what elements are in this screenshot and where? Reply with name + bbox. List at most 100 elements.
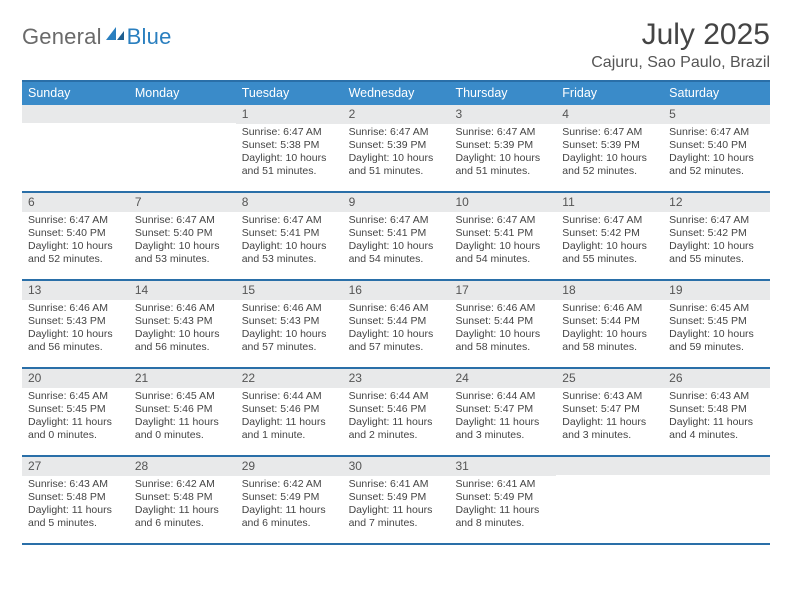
daylight-text: Daylight: 11 hours and 8 minutes. — [455, 504, 550, 530]
day-cell: 20Sunrise: 6:45 AMSunset: 5:45 PMDayligh… — [22, 369, 129, 455]
sunset-text: Sunset: 5:47 PM — [562, 403, 657, 416]
sunrise-text: Sunrise: 6:47 AM — [135, 214, 230, 227]
day-header: Sunday — [22, 82, 129, 105]
daylight-text: Daylight: 10 hours and 52 minutes. — [28, 240, 123, 266]
day-number: 8 — [236, 193, 343, 212]
sunrise-text: Sunrise: 6:46 AM — [135, 302, 230, 315]
day-number: 25 — [556, 369, 663, 388]
day-cell-body: Sunrise: 6:47 AMSunset: 5:42 PMDaylight:… — [556, 212, 663, 271]
day-header: Monday — [129, 82, 236, 105]
day-number — [556, 457, 663, 475]
sunset-text: Sunset: 5:46 PM — [135, 403, 230, 416]
sunset-text: Sunset: 5:43 PM — [242, 315, 337, 328]
sunset-text: Sunset: 5:46 PM — [349, 403, 444, 416]
week-row: 6Sunrise: 6:47 AMSunset: 5:40 PMDaylight… — [22, 193, 770, 281]
day-header: Tuesday — [236, 82, 343, 105]
sunrise-text: Sunrise: 6:44 AM — [349, 390, 444, 403]
day-cell-body: Sunrise: 6:47 AMSunset: 5:42 PMDaylight:… — [663, 212, 770, 271]
day-number: 4 — [556, 105, 663, 124]
day-header: Thursday — [449, 82, 556, 105]
day-cell-body: Sunrise: 6:47 AMSunset: 5:41 PMDaylight:… — [449, 212, 556, 271]
daylight-text: Daylight: 10 hours and 51 minutes. — [349, 152, 444, 178]
daylight-text: Daylight: 10 hours and 54 minutes. — [455, 240, 550, 266]
sunset-text: Sunset: 5:41 PM — [242, 227, 337, 240]
daylight-text: Daylight: 10 hours and 52 minutes. — [669, 152, 764, 178]
daylight-text: Daylight: 10 hours and 57 minutes. — [242, 328, 337, 354]
day-cell: 27Sunrise: 6:43 AMSunset: 5:48 PMDayligh… — [22, 457, 129, 543]
daylight-text: Daylight: 10 hours and 54 minutes. — [349, 240, 444, 266]
day-cell-body: Sunrise: 6:45 AMSunset: 5:45 PMDaylight:… — [22, 388, 129, 447]
day-number: 30 — [343, 457, 450, 476]
day-cell-body: Sunrise: 6:43 AMSunset: 5:47 PMDaylight:… — [556, 388, 663, 447]
sunrise-text: Sunrise: 6:43 AM — [28, 478, 123, 491]
day-number: 20 — [22, 369, 129, 388]
daylight-text: Daylight: 10 hours and 55 minutes. — [562, 240, 657, 266]
daylight-text: Daylight: 11 hours and 0 minutes. — [135, 416, 230, 442]
day-cell-body: Sunrise: 6:46 AMSunset: 5:44 PMDaylight:… — [556, 300, 663, 359]
day-cell-body: Sunrise: 6:43 AMSunset: 5:48 PMDaylight:… — [663, 388, 770, 447]
sunrise-text: Sunrise: 6:47 AM — [562, 126, 657, 139]
day-cell-body: Sunrise: 6:41 AMSunset: 5:49 PMDaylight:… — [343, 476, 450, 535]
daylight-text: Daylight: 10 hours and 58 minutes. — [455, 328, 550, 354]
sunset-text: Sunset: 5:40 PM — [28, 227, 123, 240]
day-cell-body: Sunrise: 6:46 AMSunset: 5:43 PMDaylight:… — [236, 300, 343, 359]
sunset-text: Sunset: 5:40 PM — [135, 227, 230, 240]
daylight-text: Daylight: 10 hours and 53 minutes. — [242, 240, 337, 266]
sunset-text: Sunset: 5:48 PM — [135, 491, 230, 504]
day-cell: 4Sunrise: 6:47 AMSunset: 5:39 PMDaylight… — [556, 105, 663, 191]
sunrise-text: Sunrise: 6:47 AM — [28, 214, 123, 227]
day-cell-body: Sunrise: 6:47 AMSunset: 5:38 PMDaylight:… — [236, 124, 343, 183]
month-title: July 2025 — [591, 18, 770, 52]
sunset-text: Sunset: 5:38 PM — [242, 139, 337, 152]
day-cell — [129, 105, 236, 191]
day-cell: 8 Sunrise: 6:47 AMSunset: 5:41 PMDaylight… — [236, 193, 343, 279]
day-header: Wednesday — [343, 82, 450, 105]
sunset-text: Sunset: 5:39 PM — [349, 139, 444, 152]
day-cell: 26Sunrise: 6:43 AMSunset: 5:48 PMDayligh… — [663, 369, 770, 455]
daylight-text: Daylight: 10 hours and 58 minutes. — [562, 328, 657, 354]
page-header: General Blue July 2025 Cajuru, Sao Paulo… — [22, 18, 770, 72]
day-cell: 12Sunrise: 6:47 AMSunset: 5:42 PMDayligh… — [663, 193, 770, 279]
sunrise-text: Sunrise: 6:45 AM — [669, 302, 764, 315]
sunrise-text: Sunrise: 6:47 AM — [669, 126, 764, 139]
sunrise-text: Sunrise: 6:44 AM — [455, 390, 550, 403]
day-number: 28 — [129, 457, 236, 476]
sunset-text: Sunset: 5:40 PM — [669, 139, 764, 152]
day-cell: 16Sunrise: 6:46 AMSunset: 5:44 PMDayligh… — [343, 281, 450, 367]
day-header: Friday — [556, 82, 663, 105]
sunrise-text: Sunrise: 6:46 AM — [455, 302, 550, 315]
sunset-text: Sunset: 5:49 PM — [349, 491, 444, 504]
sunset-text: Sunset: 5:48 PM — [28, 491, 123, 504]
day-cell: 5Sunrise: 6:47 AMSunset: 5:40 PMDaylight… — [663, 105, 770, 191]
daylight-text: Daylight: 11 hours and 6 minutes. — [135, 504, 230, 530]
sunrise-text: Sunrise: 6:47 AM — [669, 214, 764, 227]
sunset-text: Sunset: 5:45 PM — [28, 403, 123, 416]
daylight-text: Daylight: 11 hours and 7 minutes. — [349, 504, 444, 530]
sunset-text: Sunset: 5:41 PM — [349, 227, 444, 240]
sunset-text: Sunset: 5:42 PM — [562, 227, 657, 240]
day-cell: 6Sunrise: 6:47 AMSunset: 5:40 PMDaylight… — [22, 193, 129, 279]
sunset-text: Sunset: 5:43 PM — [28, 315, 123, 328]
sunrise-text: Sunrise: 6:47 AM — [242, 126, 337, 139]
day-cell-body — [22, 123, 129, 129]
day-cell — [663, 457, 770, 543]
sunrise-text: Sunrise: 6:47 AM — [455, 126, 550, 139]
day-number: 15 — [236, 281, 343, 300]
day-cell-body: Sunrise: 6:47 AMSunset: 5:40 PMDaylight:… — [129, 212, 236, 271]
sunset-text: Sunset: 5:42 PM — [669, 227, 764, 240]
day-cell: 13Sunrise: 6:46 AMSunset: 5:43 PMDayligh… — [22, 281, 129, 367]
day-cell: 19Sunrise: 6:45 AMSunset: 5:45 PMDayligh… — [663, 281, 770, 367]
sunrise-text: Sunrise: 6:46 AM — [28, 302, 123, 315]
day-number: 16 — [343, 281, 450, 300]
sunrise-text: Sunrise: 6:47 AM — [242, 214, 337, 227]
week-row: 20Sunrise: 6:45 AMSunset: 5:45 PMDayligh… — [22, 369, 770, 457]
logo-word-1: General — [22, 24, 102, 50]
day-cell: 7Sunrise: 6:47 AMSunset: 5:40 PMDaylight… — [129, 193, 236, 279]
day-cell: 29Sunrise: 6:42 AMSunset: 5:49 PMDayligh… — [236, 457, 343, 543]
daylight-text: Daylight: 10 hours and 52 minutes. — [562, 152, 657, 178]
sunset-text: Sunset: 5:44 PM — [455, 315, 550, 328]
day-cell: 15Sunrise: 6:46 AMSunset: 5:43 PMDayligh… — [236, 281, 343, 367]
weeks-container: 1Sunrise: 6:47 AMSunset: 5:38 PMDaylight… — [22, 105, 770, 545]
day-cell-body: Sunrise: 6:45 AMSunset: 5:46 PMDaylight:… — [129, 388, 236, 447]
day-cell-body: Sunrise: 6:47 AMSunset: 5:41 PMDaylight:… — [343, 212, 450, 271]
